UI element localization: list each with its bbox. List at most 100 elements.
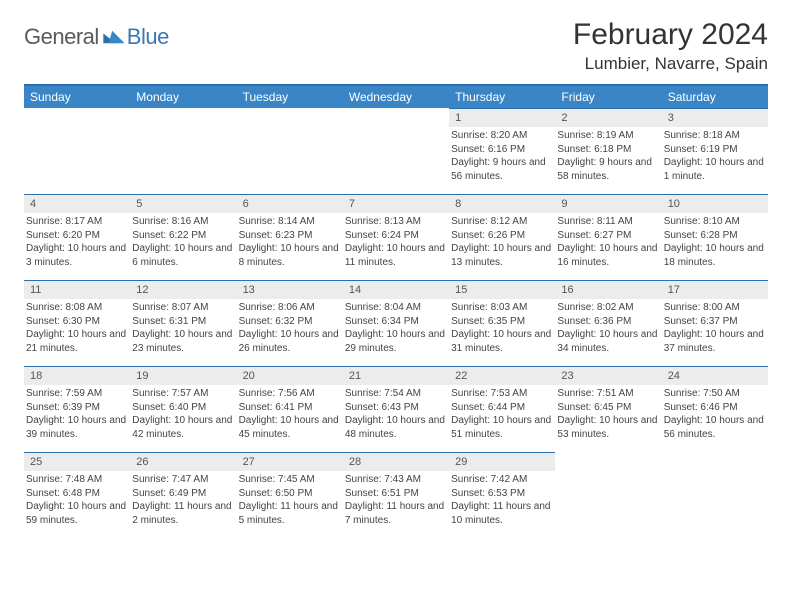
location: Lumbier, Navarre, Spain <box>573 54 768 74</box>
day-details: Sunrise: 8:13 AMSunset: 6:24 PMDaylight:… <box>343 213 449 269</box>
calendar-page: General Blue February 2024 Lumbier, Nava… <box>0 0 792 538</box>
day-details: Sunrise: 8:18 AMSunset: 6:19 PMDaylight:… <box>662 127 768 183</box>
brand-part1: General <box>24 24 99 50</box>
day-details: Sunrise: 7:50 AMSunset: 6:46 PMDaylight:… <box>662 385 768 441</box>
day-number: 21 <box>343 366 449 385</box>
day-number: 23 <box>555 366 661 385</box>
day-details: Sunrise: 8:07 AMSunset: 6:31 PMDaylight:… <box>130 299 236 355</box>
day-details: Sunrise: 8:14 AMSunset: 6:23 PMDaylight:… <box>237 213 343 269</box>
weekday-header: Tuesday <box>237 85 343 108</box>
day-number: 27 <box>237 452 343 471</box>
brand-part2: Blue <box>127 24 169 50</box>
day-number: 22 <box>449 366 555 385</box>
calendar-day-cell: 17Sunrise: 8:00 AMSunset: 6:37 PMDayligh… <box>662 280 768 366</box>
calendar-week-row: 1Sunrise: 8:20 AMSunset: 6:16 PMDaylight… <box>24 108 768 194</box>
day-number: 17 <box>662 280 768 299</box>
calendar-day-cell: 22Sunrise: 7:53 AMSunset: 6:44 PMDayligh… <box>449 366 555 452</box>
day-details: Sunrise: 7:57 AMSunset: 6:40 PMDaylight:… <box>130 385 236 441</box>
calendar-day-cell: 9Sunrise: 8:11 AMSunset: 6:27 PMDaylight… <box>555 194 661 280</box>
day-number: 25 <box>24 452 130 471</box>
calendar-day-cell: 21Sunrise: 7:54 AMSunset: 6:43 PMDayligh… <box>343 366 449 452</box>
calendar-day-cell <box>24 108 130 194</box>
day-number: 5 <box>130 194 236 213</box>
day-number: 12 <box>130 280 236 299</box>
calendar-day-cell: 23Sunrise: 7:51 AMSunset: 6:45 PMDayligh… <box>555 366 661 452</box>
calendar-week-row: 11Sunrise: 8:08 AMSunset: 6:30 PMDayligh… <box>24 280 768 366</box>
calendar-day-cell: 12Sunrise: 8:07 AMSunset: 6:31 PMDayligh… <box>130 280 236 366</box>
day-details: Sunrise: 8:17 AMSunset: 6:20 PMDaylight:… <box>24 213 130 269</box>
calendar-day-cell <box>237 108 343 194</box>
day-number: 2 <box>555 108 661 127</box>
calendar-day-cell <box>555 452 661 538</box>
weekday-header: Sunday <box>24 85 130 108</box>
day-number: 19 <box>130 366 236 385</box>
calendar-day-cell: 16Sunrise: 8:02 AMSunset: 6:36 PMDayligh… <box>555 280 661 366</box>
header: General Blue February 2024 Lumbier, Nava… <box>24 18 768 74</box>
calendar-week-row: 4Sunrise: 8:17 AMSunset: 6:20 PMDaylight… <box>24 194 768 280</box>
day-number: 6 <box>237 194 343 213</box>
month-title: February 2024 <box>573 18 768 52</box>
day-number: 20 <box>237 366 343 385</box>
calendar-day-cell: 15Sunrise: 8:03 AMSunset: 6:35 PMDayligh… <box>449 280 555 366</box>
day-number: 13 <box>237 280 343 299</box>
day-details: Sunrise: 7:43 AMSunset: 6:51 PMDaylight:… <box>343 471 449 527</box>
weekday-header-row: Sunday Monday Tuesday Wednesday Thursday… <box>24 85 768 108</box>
day-number: 29 <box>449 452 555 471</box>
calendar-day-cell: 24Sunrise: 7:50 AMSunset: 6:46 PMDayligh… <box>662 366 768 452</box>
day-number: 10 <box>662 194 768 213</box>
day-number: 9 <box>555 194 661 213</box>
day-details: Sunrise: 8:19 AMSunset: 6:18 PMDaylight:… <box>555 127 661 183</box>
calendar-day-cell: 3Sunrise: 8:18 AMSunset: 6:19 PMDaylight… <box>662 108 768 194</box>
day-details: Sunrise: 8:11 AMSunset: 6:27 PMDaylight:… <box>555 213 661 269</box>
day-number: 4 <box>24 194 130 213</box>
calendar-day-cell: 2Sunrise: 8:19 AMSunset: 6:18 PMDaylight… <box>555 108 661 194</box>
calendar-day-cell: 6Sunrise: 8:14 AMSunset: 6:23 PMDaylight… <box>237 194 343 280</box>
calendar-day-cell: 13Sunrise: 8:06 AMSunset: 6:32 PMDayligh… <box>237 280 343 366</box>
day-number: 1 <box>449 108 555 127</box>
calendar-day-cell: 28Sunrise: 7:43 AMSunset: 6:51 PMDayligh… <box>343 452 449 538</box>
calendar-day-cell: 11Sunrise: 8:08 AMSunset: 6:30 PMDayligh… <box>24 280 130 366</box>
title-block: February 2024 Lumbier, Navarre, Spain <box>573 18 768 74</box>
day-details: Sunrise: 8:16 AMSunset: 6:22 PMDaylight:… <box>130 213 236 269</box>
brand-logo: General Blue <box>24 24 169 50</box>
calendar-day-cell: 7Sunrise: 8:13 AMSunset: 6:24 PMDaylight… <box>343 194 449 280</box>
calendar-day-cell: 5Sunrise: 8:16 AMSunset: 6:22 PMDaylight… <box>130 194 236 280</box>
day-number: 15 <box>449 280 555 299</box>
day-details: Sunrise: 8:12 AMSunset: 6:26 PMDaylight:… <box>449 213 555 269</box>
calendar-day-cell: 29Sunrise: 7:42 AMSunset: 6:53 PMDayligh… <box>449 452 555 538</box>
weekday-header: Saturday <box>662 85 768 108</box>
day-details: Sunrise: 7:48 AMSunset: 6:48 PMDaylight:… <box>24 471 130 527</box>
day-number: 18 <box>24 366 130 385</box>
day-details: Sunrise: 7:59 AMSunset: 6:39 PMDaylight:… <box>24 385 130 441</box>
calendar-day-cell: 14Sunrise: 8:04 AMSunset: 6:34 PMDayligh… <box>343 280 449 366</box>
calendar-day-cell: 27Sunrise: 7:45 AMSunset: 6:50 PMDayligh… <box>237 452 343 538</box>
day-details: Sunrise: 7:42 AMSunset: 6:53 PMDaylight:… <box>449 471 555 527</box>
calendar-week-row: 25Sunrise: 7:48 AMSunset: 6:48 PMDayligh… <box>24 452 768 538</box>
day-details: Sunrise: 8:04 AMSunset: 6:34 PMDaylight:… <box>343 299 449 355</box>
day-details: Sunrise: 8:10 AMSunset: 6:28 PMDaylight:… <box>662 213 768 269</box>
weekday-header: Monday <box>130 85 236 108</box>
weekday-header: Thursday <box>449 85 555 108</box>
day-details: Sunrise: 8:03 AMSunset: 6:35 PMDaylight:… <box>449 299 555 355</box>
calendar-day-cell: 25Sunrise: 7:48 AMSunset: 6:48 PMDayligh… <box>24 452 130 538</box>
day-details: Sunrise: 7:45 AMSunset: 6:50 PMDaylight:… <box>237 471 343 527</box>
day-details: Sunrise: 8:02 AMSunset: 6:36 PMDaylight:… <box>555 299 661 355</box>
day-details: Sunrise: 7:53 AMSunset: 6:44 PMDaylight:… <box>449 385 555 441</box>
calendar-day-cell <box>343 108 449 194</box>
day-number: 24 <box>662 366 768 385</box>
weekday-header: Friday <box>555 85 661 108</box>
day-number: 7 <box>343 194 449 213</box>
calendar-day-cell: 18Sunrise: 7:59 AMSunset: 6:39 PMDayligh… <box>24 366 130 452</box>
day-number: 26 <box>130 452 236 471</box>
day-number: 11 <box>24 280 130 299</box>
day-number: 3 <box>662 108 768 127</box>
brand-triangle-icon <box>103 29 125 45</box>
day-details: Sunrise: 7:56 AMSunset: 6:41 PMDaylight:… <box>237 385 343 441</box>
calendar-day-cell: 20Sunrise: 7:56 AMSunset: 6:41 PMDayligh… <box>237 366 343 452</box>
day-details: Sunrise: 8:00 AMSunset: 6:37 PMDaylight:… <box>662 299 768 355</box>
day-details: Sunrise: 8:06 AMSunset: 6:32 PMDaylight:… <box>237 299 343 355</box>
day-number: 16 <box>555 280 661 299</box>
calendar-week-row: 18Sunrise: 7:59 AMSunset: 6:39 PMDayligh… <box>24 366 768 452</box>
calendar-day-cell: 4Sunrise: 8:17 AMSunset: 6:20 PMDaylight… <box>24 194 130 280</box>
day-details: Sunrise: 7:51 AMSunset: 6:45 PMDaylight:… <box>555 385 661 441</box>
